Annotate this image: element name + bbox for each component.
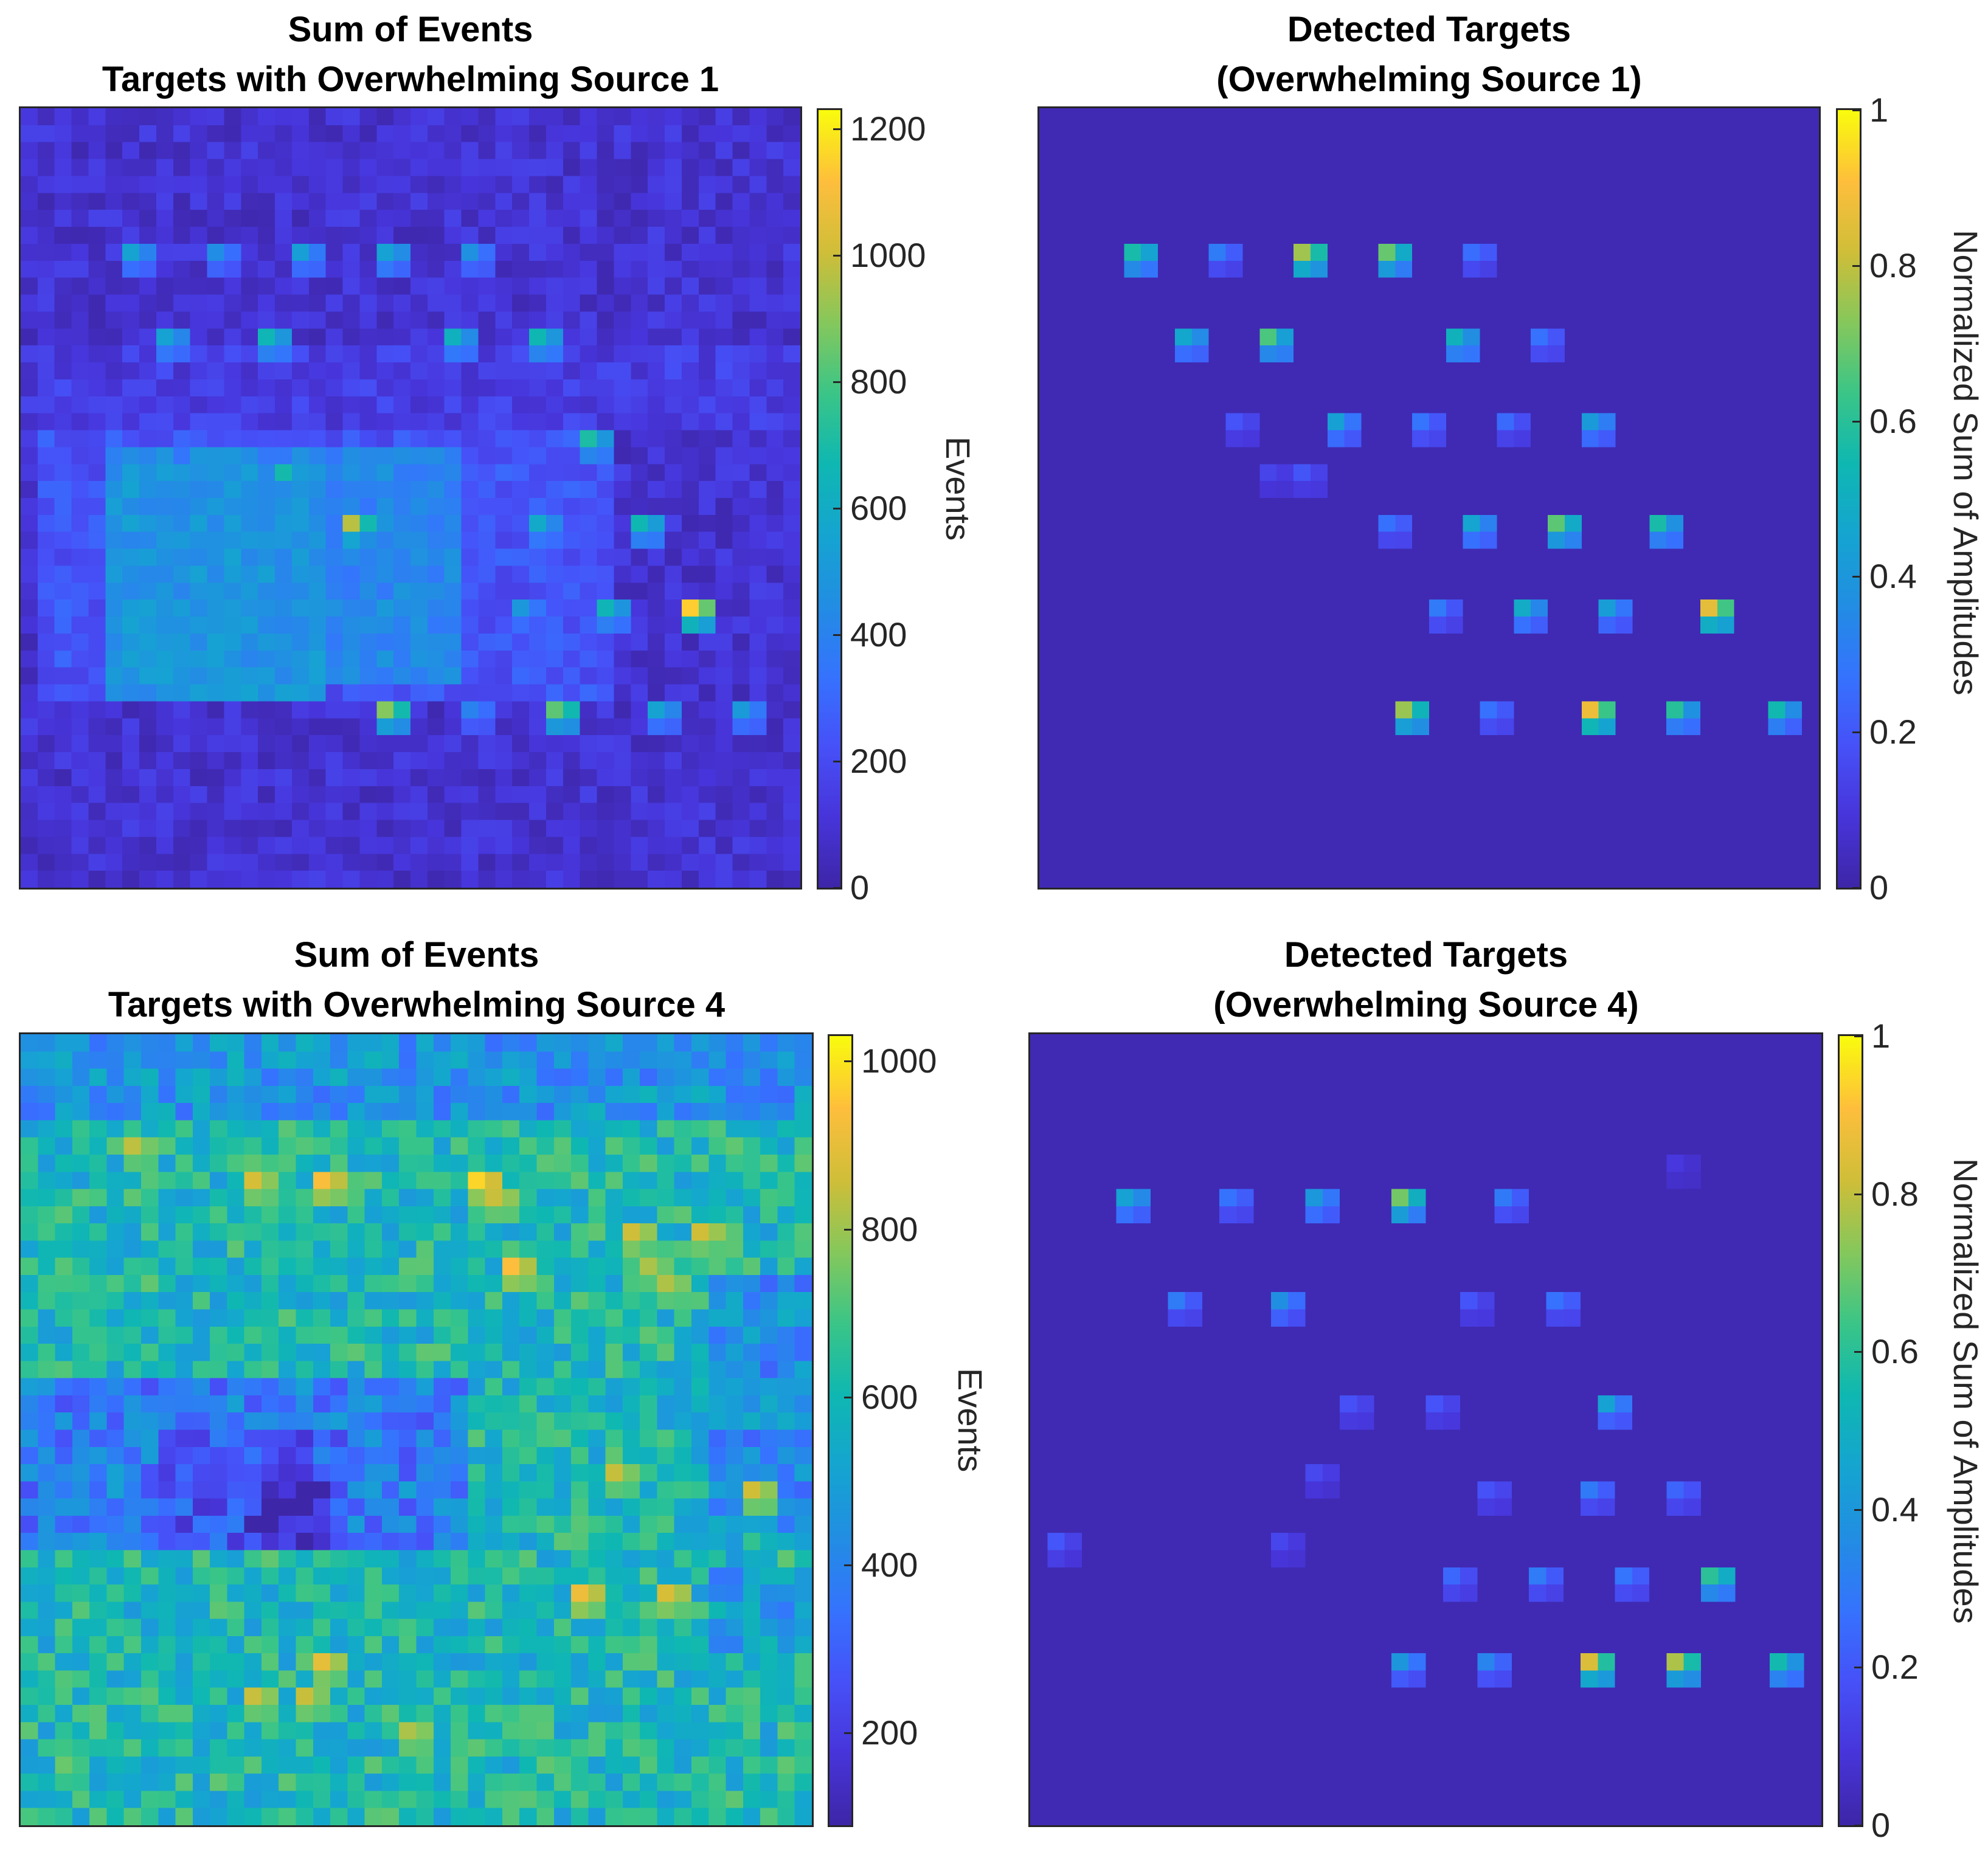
colorbar-tick-mark [1854, 1667, 1862, 1669]
colorbar-tick-label: 1 [1871, 1017, 1891, 1055]
heatmap-plot [19, 1032, 814, 1827]
colorbar-tick-mark [1852, 576, 1860, 578]
colorbar-tick-mark [833, 887, 840, 889]
colorbar-tick-mark [1852, 731, 1860, 734]
colorbar-gradient [1838, 110, 1860, 888]
colorbar-tick-mark [844, 1060, 851, 1063]
title-line-2: (Overwhelming Source 1) [1216, 60, 1642, 99]
chart-title: Detected Targets (Overwhelming Source 4) [1028, 930, 1824, 1030]
colorbar-tick-mark [844, 1396, 851, 1398]
title-line-1: Sum of Events [294, 935, 539, 975]
heatmap-cells [1039, 108, 1819, 888]
colorbar-tick-label: 1000 [861, 1042, 937, 1080]
colorbar-tick-mark [1852, 420, 1860, 423]
colorbar-tick-label: 1 [1869, 91, 1889, 129]
title-line-2: Targets with Overwhelming Source 1 [102, 60, 719, 99]
colorbar-tick-label: 0 [1869, 868, 1889, 907]
colorbar-label: Events [951, 1368, 989, 1473]
heatmap-cells [21, 108, 800, 888]
colorbar-tick-mark [1852, 109, 1860, 111]
colorbar-tick-label: 0.8 [1869, 246, 1917, 285]
colorbar-tick-label: 0 [1871, 1806, 1891, 1844]
colorbar-tick-mark [1852, 887, 1860, 889]
colorbar-tick-mark [833, 128, 840, 131]
colorbar-tick-label: 200 [850, 742, 907, 781]
colorbar-tick-mark [844, 1228, 851, 1231]
colorbar-tick-label: 0.2 [1871, 1648, 1919, 1687]
colorbar-tick-mark [1854, 1035, 1862, 1037]
colorbar-tick-label: 1200 [850, 109, 926, 148]
colorbar-tick-label: 1000 [850, 236, 926, 275]
chart-title: Detected Targets (Overwhelming Source 1) [1034, 5, 1824, 105]
heatmap-plot [1037, 106, 1821, 890]
colorbar-tick-mark [833, 255, 840, 257]
colorbar-tick-mark [844, 1564, 851, 1566]
colorbar-tick-label: 0.6 [1869, 401, 1917, 440]
colorbar-tick-mark [1854, 1825, 1862, 1826]
colorbar [1838, 1034, 1863, 1827]
title-line-1: Sum of Events [288, 10, 533, 49]
colorbar-tick-label: 400 [850, 615, 907, 654]
colorbar [1836, 108, 1862, 890]
colorbar-tick-mark [1854, 1193, 1862, 1195]
colorbar [817, 108, 842, 890]
heatmap-plot [1028, 1032, 1823, 1827]
colorbar-tick-label: 200 [861, 1713, 918, 1752]
heatmap-cells [1030, 1034, 1821, 1825]
colorbar-gradient [1840, 1036, 1862, 1825]
heatmap-plot [19, 106, 802, 890]
colorbar-tick-label: 0.4 [1871, 1490, 1919, 1529]
title-line-1: Detected Targets [1287, 10, 1571, 49]
colorbar-tick-mark [1854, 1508, 1862, 1511]
colorbar-tick-mark [844, 1732, 851, 1735]
title-line-2: (Overwhelming Source 4) [1213, 985, 1639, 1024]
title-line-1: Detected Targets [1284, 935, 1568, 975]
colorbar-gradient [819, 110, 840, 888]
colorbar-tick-label: 600 [861, 1377, 918, 1416]
colorbar-tick-label: 0.8 [1871, 1174, 1919, 1213]
colorbar-tick-mark [1854, 1351, 1862, 1353]
chart-title: Sum of Events Targets with Overwhelming … [0, 5, 821, 105]
colorbar-tick-label: 0.2 [1869, 713, 1917, 752]
colorbar-tick-label: 400 [861, 1545, 918, 1584]
colorbar-tick-label: 0 [850, 868, 870, 907]
colorbar-tick-mark [833, 761, 840, 763]
colorbar-tick-label: 800 [861, 1209, 918, 1248]
title-line-2: Targets with Overwhelming Source 4 [108, 985, 726, 1024]
colorbar-tick-label: 0.4 [1869, 557, 1917, 596]
heatmap-cells [21, 1034, 812, 1825]
colorbar-tick-label: 0.6 [1871, 1332, 1919, 1371]
colorbar-label: Events [939, 437, 977, 541]
colorbar-tick-mark [1852, 264, 1860, 267]
colorbar-tick-mark [833, 508, 840, 510]
colorbar-label: Normalized Sum of Amplitudes [1947, 230, 1985, 696]
colorbar-tick-label: 800 [850, 362, 907, 401]
chart-title: Sum of Events Targets with Overwhelming … [0, 930, 833, 1030]
colorbar-tick-mark [833, 634, 840, 637]
colorbar-gradient [829, 1036, 851, 1825]
colorbar-tick-label: 600 [850, 489, 907, 528]
colorbar-tick-mark [833, 381, 840, 384]
colorbar [828, 1034, 853, 1827]
colorbar-label: Normalized Sum of Amplitudes [1947, 1158, 1985, 1624]
